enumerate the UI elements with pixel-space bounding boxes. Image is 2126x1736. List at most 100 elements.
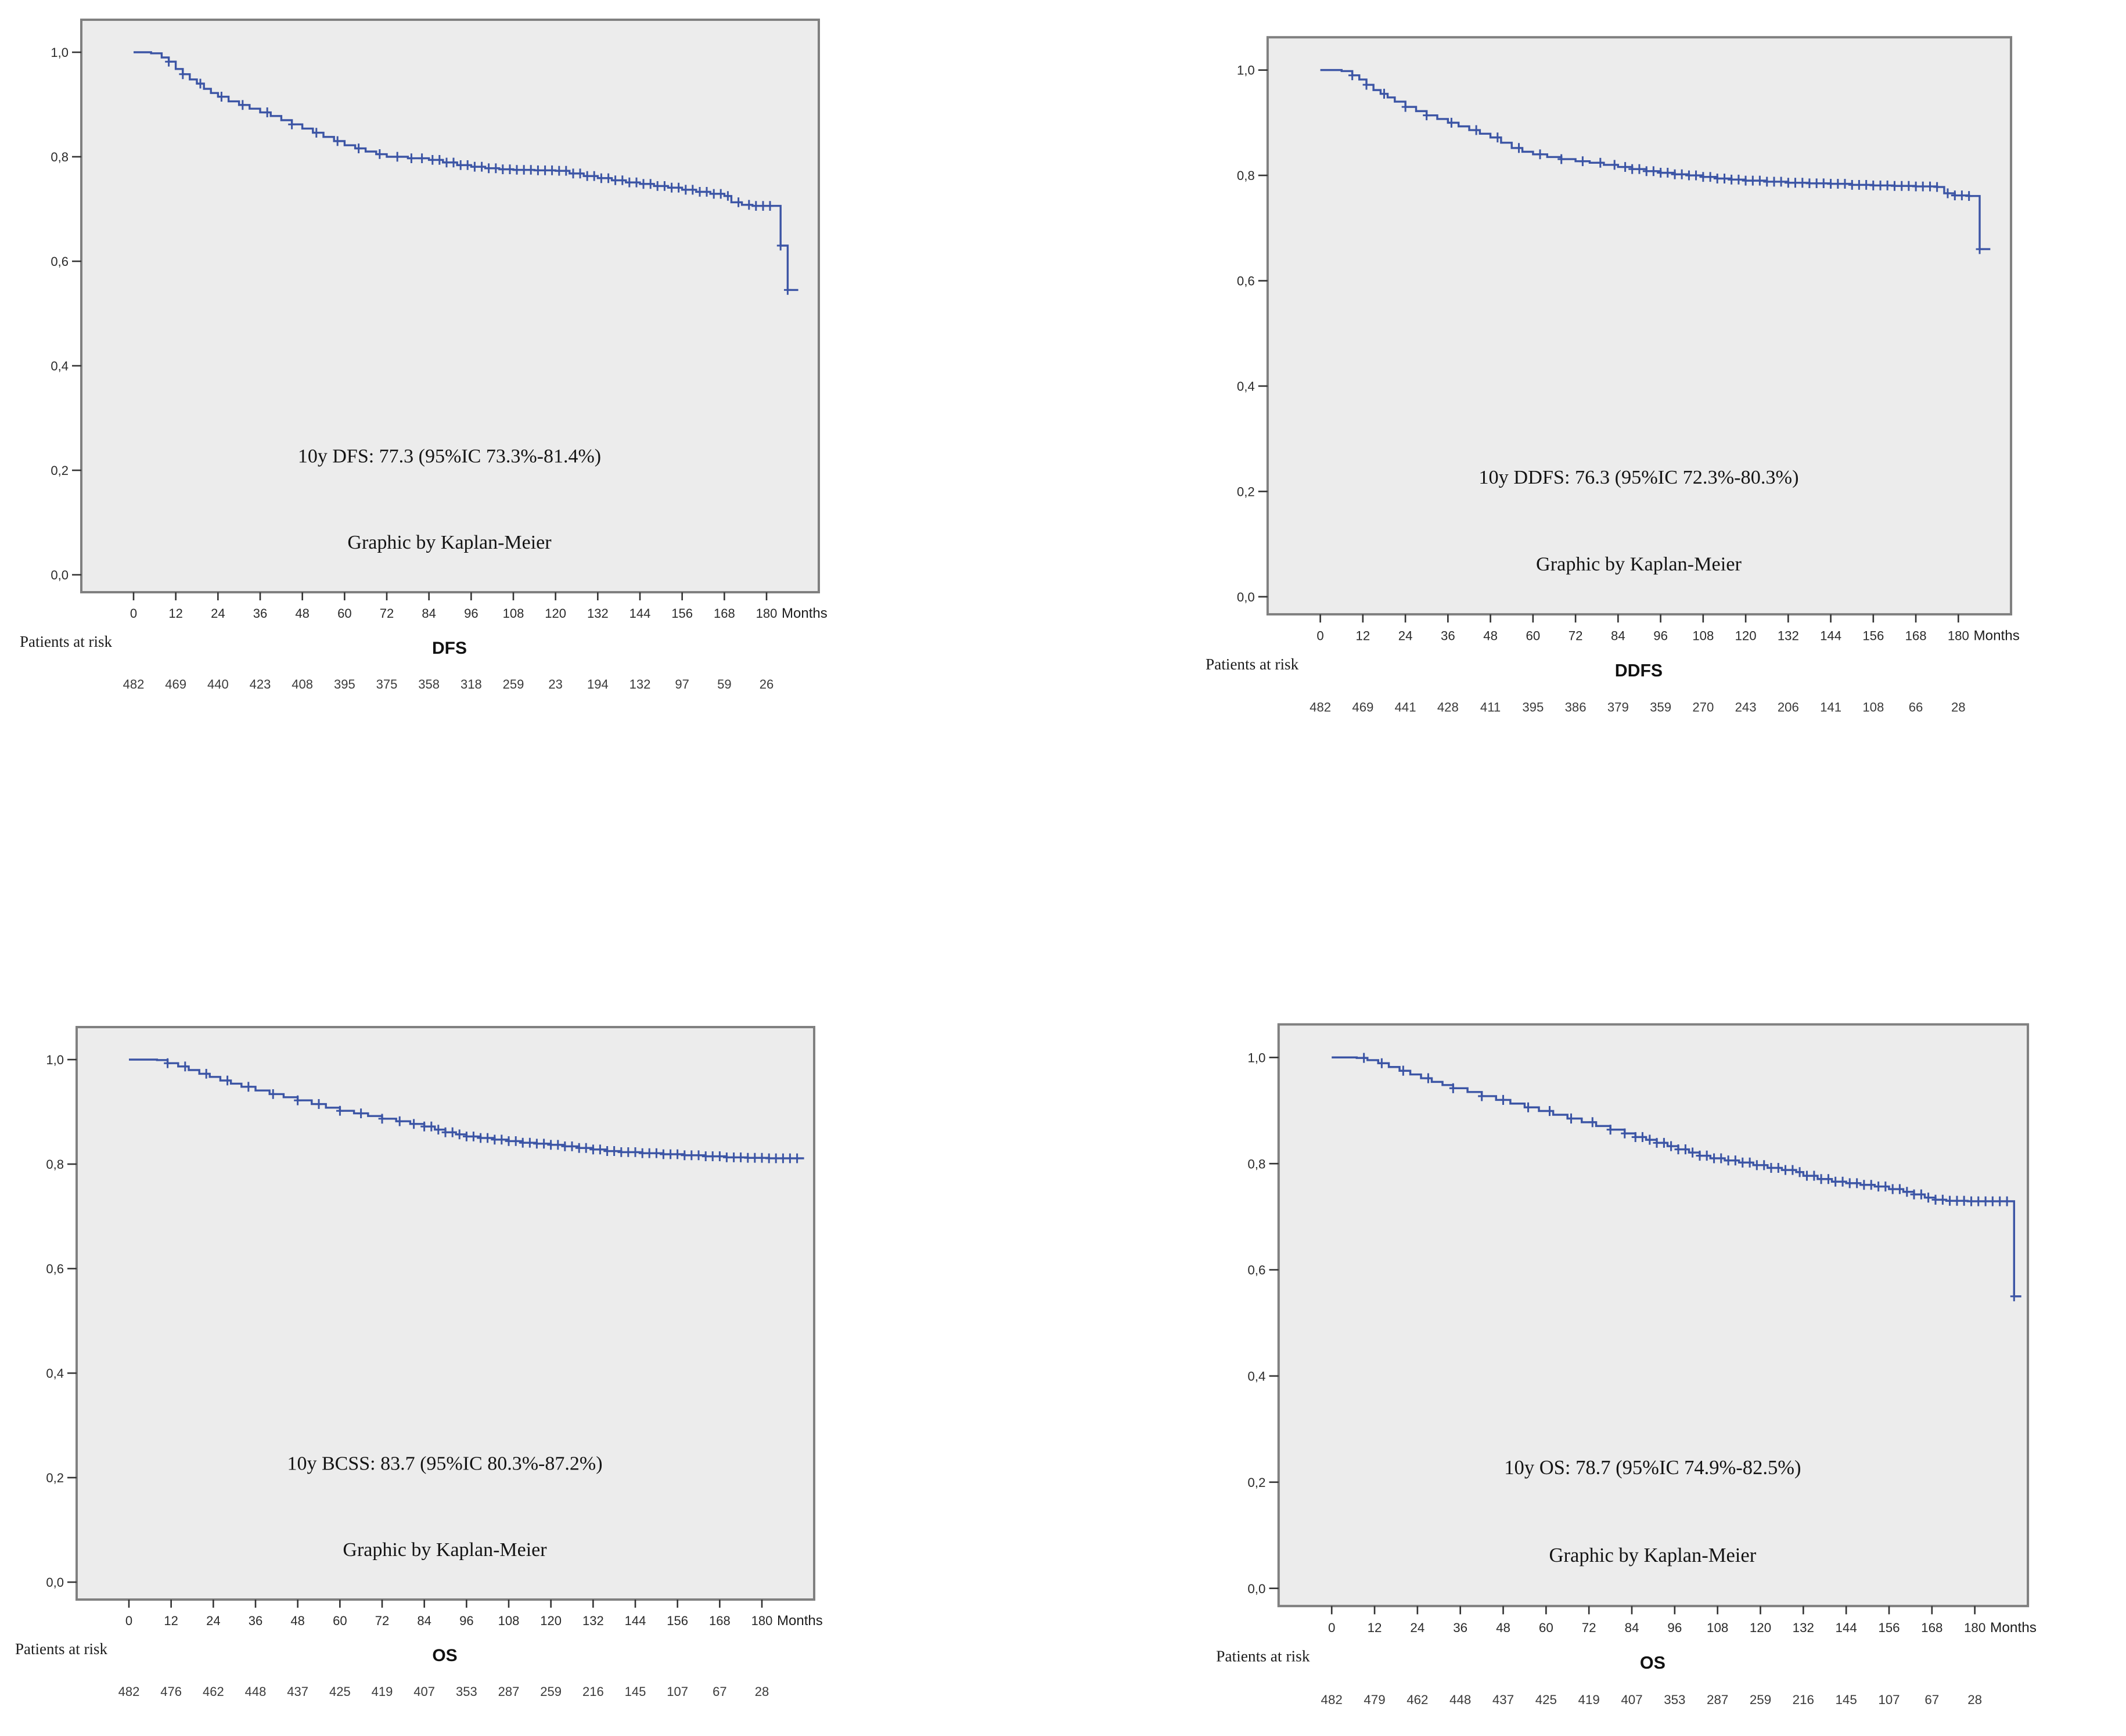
- at-risk-count: 437: [287, 1684, 308, 1699]
- km-panel-ddfs: 1,0 0,8 0,6 0,4 0,2 0,0 0 482 12 469 24 441 36 428 48 4…: [1203, 23, 2081, 743]
- at-risk-count: 407: [1621, 1692, 1642, 1707]
- y-tick-label: 0,6: [1237, 274, 1255, 289]
- at-risk-count: 259: [540, 1684, 562, 1699]
- x-tick-label: 144: [1836, 1620, 1857, 1635]
- x-tick-label: 96: [464, 606, 478, 621]
- x-tick-label: 144: [625, 1613, 646, 1628]
- x-tick-label: 156: [671, 606, 693, 621]
- x-tick-label: 96: [459, 1613, 473, 1628]
- y-tick-label: 0,0: [1247, 1582, 1265, 1596]
- plot-frame: [1266, 36, 2013, 616]
- km-plot-ddfs: 1,0 0,8 0,6 0,4 0,2 0,0 0 482 12 469 24 441 36 428 48 4…: [1206, 36, 2020, 714]
- at-risk-count: 108: [1862, 700, 1884, 714]
- at-risk-count: 259: [1750, 1692, 1771, 1707]
- x-tick-label: 156: [1878, 1620, 1900, 1635]
- x-tick-label: 24: [1410, 1620, 1424, 1635]
- censor-marks: [1359, 1053, 2018, 1302]
- x-tick-label: 60: [333, 1613, 347, 1628]
- y-tick-label: 0,4: [1237, 379, 1255, 394]
- x-tick-label: 12: [164, 1613, 178, 1628]
- at-risk-count: 145: [625, 1684, 646, 1699]
- x-axis-unit-label: Months: [777, 1613, 823, 1629]
- at-risk-count: 482: [118, 1684, 140, 1699]
- x-tick-label: 120: [540, 1613, 562, 1628]
- at-risk-count: 419: [372, 1684, 393, 1699]
- at-risk-count: 216: [582, 1684, 604, 1699]
- x-tick-label: 168: [1921, 1620, 1942, 1635]
- at-risk-count: 375: [376, 677, 398, 691]
- at-risk-count: 482: [123, 677, 145, 691]
- y-tick-label: 0,0: [46, 1575, 64, 1590]
- x-tick-label: 84: [422, 606, 436, 621]
- at-risk-count: 441: [1395, 700, 1416, 714]
- x-tick-label: 84: [417, 1613, 431, 1628]
- watermark-text: Graphic by Kaplan-Meier: [347, 532, 552, 553]
- at-risk-count: 448: [1449, 1692, 1471, 1707]
- axis-title: DDFS: [1615, 661, 1663, 680]
- watermark-text: Graphic by Kaplan-Meier: [343, 1539, 547, 1561]
- at-risk-count: 28: [755, 1684, 769, 1699]
- plot-frame: [1277, 1023, 2030, 1608]
- x-tick-label: 120: [1735, 628, 1757, 643]
- y-tick-label: 0,8: [51, 150, 69, 164]
- at-risk-count: 353: [456, 1684, 477, 1699]
- km-panel-bcss: 1,0 0,8 0,6 0,4 0,2 0,0 0 482 12 476 24 462 36 448 48 4…: [13, 1013, 884, 1727]
- x-tick-label: 180: [1948, 628, 1969, 643]
- watermark-text: Graphic by Kaplan-Meier: [1536, 553, 1742, 575]
- at-risk-count: 26: [760, 677, 774, 691]
- at-risk-count: 386: [1565, 700, 1587, 714]
- y-tick-label: 0,2: [1237, 484, 1255, 499]
- at-risk-count: 28: [1967, 1692, 1982, 1707]
- y-tick-label: 0,6: [1247, 1263, 1265, 1277]
- at-risk-count: 67: [713, 1684, 726, 1699]
- x-tick-label: 36: [253, 606, 267, 621]
- at-risk-count: 411: [1480, 700, 1501, 714]
- plot-frame: [80, 19, 820, 593]
- at-risk-count: 408: [292, 677, 313, 691]
- y-tick-label: 0,2: [1247, 1475, 1265, 1490]
- at-risk-count: 259: [503, 677, 524, 691]
- km-plot-bcss: 1,0 0,8 0,6 0,4 0,2 0,0 0 482 12 476 24 462 36 448 48 4…: [15, 1026, 823, 1699]
- at-risk-count: 353: [1664, 1692, 1685, 1707]
- x-tick-label: 0: [125, 1613, 132, 1628]
- patients-at-risk-label: Patients at risk: [20, 633, 112, 650]
- y-tick-label: 1,0: [1247, 1050, 1265, 1065]
- at-risk-count: 428: [1437, 700, 1459, 714]
- axis-title: OS: [1640, 1653, 1665, 1673]
- at-risk-count: 28: [1951, 700, 1966, 714]
- at-risk-count: 358: [418, 677, 440, 691]
- at-risk-count: 287: [498, 1684, 520, 1699]
- km-plot-dfs: 1,0 0,8 0,6 0,4 0,2 0,0 0 482 12 469 24 440 36 423 48 4…: [20, 19, 828, 691]
- at-risk-count: 379: [1607, 700, 1629, 714]
- y-tick-label: 0,6: [51, 254, 69, 269]
- at-risk-count: 419: [1578, 1692, 1600, 1707]
- x-tick-label: 132: [587, 606, 609, 621]
- x-axis-unit-label: Months: [1974, 628, 2020, 643]
- at-risk-count: 476: [160, 1684, 182, 1699]
- x-tick-label: 60: [337, 606, 351, 621]
- at-risk-count: 395: [1522, 700, 1544, 714]
- at-risk-count: 23: [548, 677, 562, 691]
- at-risk-count: 132: [629, 677, 651, 691]
- at-risk-count: 407: [413, 1684, 435, 1699]
- axis-title: DFS: [432, 639, 467, 658]
- at-risk-count: 437: [1492, 1692, 1514, 1707]
- at-risk-count: 243: [1735, 700, 1757, 714]
- at-risk-count: 395: [334, 677, 355, 691]
- at-risk-count: 67: [1924, 1692, 1939, 1707]
- survival-annotation: 10y OS: 78.7 (95%IC 74.9%-82.5%): [1504, 1457, 1801, 1479]
- y-tick-label: 0,4: [1247, 1369, 1265, 1384]
- y-tick-label: 1,0: [1237, 63, 1255, 78]
- survival-annotation: 10y DDFS: 76.3 (95%IC 72.3%-80.3%): [1479, 466, 1798, 488]
- at-risk-count: 141: [1820, 700, 1841, 714]
- x-tick-label: 48: [295, 606, 309, 621]
- x-tick-label: 12: [1368, 1620, 1382, 1635]
- y-tick-label: 0,6: [46, 1262, 64, 1276]
- x-tick-label: 156: [667, 1613, 688, 1628]
- x-tick-label: 36: [1453, 1620, 1467, 1635]
- x-tick-label: 0: [1316, 628, 1323, 643]
- x-tick-label: 132: [582, 1613, 604, 1628]
- x-tick-label: 48: [290, 1613, 304, 1628]
- km-panel-os: 1,0 0,8 0,6 0,4 0,2 0,0 0 482 12 479 24 462 36 448 48 4…: [1214, 1010, 2099, 1736]
- x-tick-label: 24: [1398, 628, 1413, 643]
